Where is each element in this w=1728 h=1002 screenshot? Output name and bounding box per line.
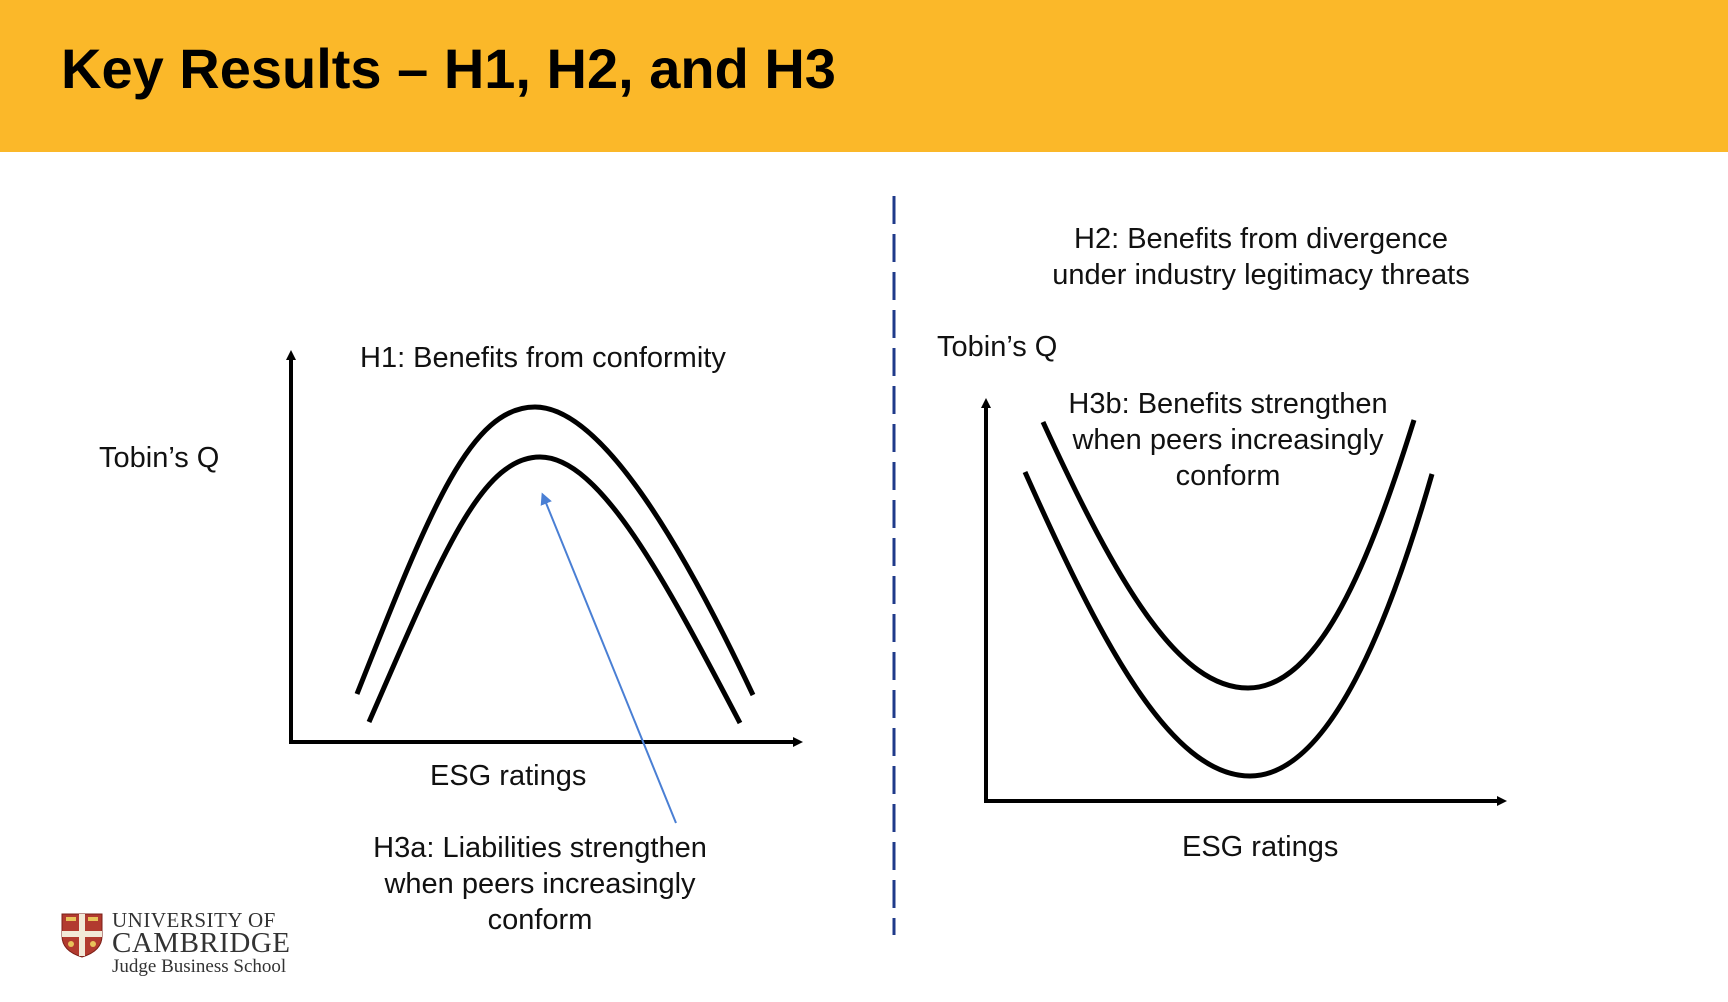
- h3a-line-2: when peers increasingly: [384, 868, 696, 900]
- left-hypothesis-label: H1: Benefits from conformity: [360, 342, 726, 374]
- logo-line-1: UNIVERSITY OF: [112, 908, 276, 932]
- right-y-axis-label: Tobin’s Q: [937, 331, 1058, 363]
- left-curve-upper: [354, 404, 756, 697]
- left-y-axis-label: Tobin’s Q: [99, 442, 220, 474]
- h3b-line-3: conform: [1175, 460, 1281, 492]
- right-x-axis-label: ESG ratings: [1182, 831, 1339, 863]
- right-curve-upper: [1040, 419, 1417, 691]
- h2-hypothesis: H2: Benefits from divergence under indus…: [1011, 221, 1511, 293]
- slide-title: Key Results – H1, H2, and H3: [61, 37, 836, 100]
- h2-line-1: H2: Benefits from divergence: [1074, 223, 1448, 255]
- cambridge-judge-logo: UNIVERSITY OF CAMBRIDGE Judge Business S…: [60, 908, 320, 980]
- h3a-arrow: [540, 492, 677, 824]
- h2-line-2: under industry legitimacy threats: [1052, 259, 1470, 291]
- right-curve-lower: [1022, 470, 1435, 779]
- h3a-line-1: H3a: Liabilities strengthen: [373, 832, 707, 864]
- h3b-annotation: H3b: Benefits strengthen when peers incr…: [1028, 386, 1428, 494]
- logo-line-3: Judge Business School: [112, 956, 287, 977]
- h3b-line-1: H3b: Benefits strengthen: [1068, 388, 1388, 420]
- title-bar: Key Results – H1, H2, and H3: [0, 0, 1728, 152]
- left-curve-lower: [366, 454, 743, 725]
- cambridge-crest-icon: [61, 913, 103, 958]
- h3b-line-2: when peers increasingly: [1072, 424, 1384, 456]
- h3a-line-3: conform: [487, 904, 593, 936]
- logo-line-2: CAMBRIDGE: [112, 927, 291, 959]
- h3a-annotation: H3a: Liabilities strengthen when peers i…: [340, 830, 740, 938]
- left-x-axis-label: ESG ratings: [430, 760, 587, 792]
